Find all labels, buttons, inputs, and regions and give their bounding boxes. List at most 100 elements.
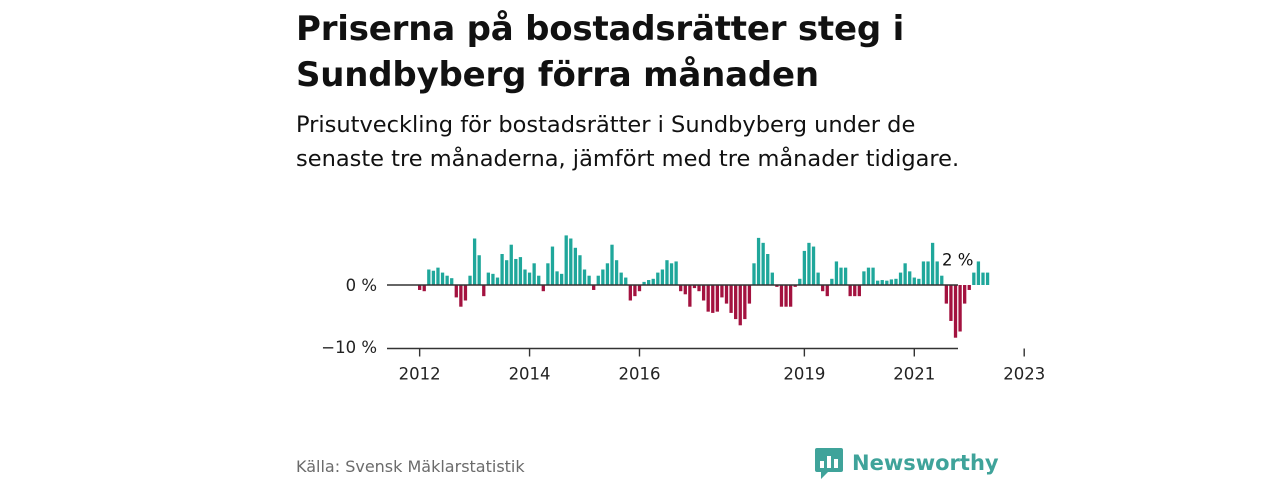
bar <box>788 285 793 307</box>
x-axis-ticks: 2012 2014 2016 2019 2021 2023 <box>399 348 1045 384</box>
bar <box>963 285 967 304</box>
bar <box>876 280 880 285</box>
y-tick-label: 0 % <box>346 276 377 295</box>
bar <box>935 261 939 285</box>
bar <box>601 269 605 285</box>
bar <box>953 285 958 338</box>
x-tick-label: 2023 <box>1003 365 1045 384</box>
bar <box>729 285 733 313</box>
bar <box>825 285 829 297</box>
bar <box>564 235 568 285</box>
bar <box>660 269 665 285</box>
bar <box>495 277 500 285</box>
bar <box>756 237 761 285</box>
bar <box>972 272 976 285</box>
bar <box>505 260 509 285</box>
bar <box>619 272 623 285</box>
bar <box>738 285 742 326</box>
bar <box>679 285 683 292</box>
bar <box>633 285 637 297</box>
x-tick-label: 2012 <box>399 365 441 384</box>
bar <box>656 272 660 285</box>
y-tick-label: −10 % <box>321 338 377 357</box>
bar <box>697 285 701 292</box>
bar <box>477 255 481 285</box>
y-axis-ticks: 0 % −10 % <box>321 276 377 357</box>
bar <box>559 273 564 285</box>
bar <box>546 263 550 285</box>
bar <box>637 285 642 292</box>
bar <box>459 285 463 307</box>
bar <box>715 285 719 312</box>
bar <box>985 272 990 285</box>
bar <box>821 285 825 292</box>
bar <box>949 285 953 321</box>
bar <box>766 254 770 285</box>
bar <box>537 275 541 285</box>
bar <box>752 263 756 285</box>
axes <box>387 284 958 350</box>
bar <box>431 270 436 285</box>
latest-value-label: 2 % <box>942 251 973 270</box>
bar <box>926 261 930 285</box>
bar <box>802 250 807 285</box>
bars <box>418 235 990 338</box>
bar <box>692 285 697 289</box>
bar <box>843 267 848 285</box>
bar <box>908 271 912 285</box>
bar <box>518 257 523 285</box>
bar <box>770 272 774 285</box>
bar <box>798 278 802 285</box>
bar <box>807 242 811 285</box>
bar <box>541 285 545 292</box>
bar <box>688 285 692 307</box>
bar <box>761 242 765 285</box>
bar <box>839 267 843 285</box>
bar <box>610 244 614 285</box>
bar <box>976 261 981 285</box>
bar <box>967 285 971 290</box>
bar <box>834 261 839 285</box>
bar <box>930 242 935 285</box>
bar <box>866 267 871 285</box>
bar <box>793 285 797 287</box>
bar <box>857 285 861 297</box>
bar <box>450 278 454 285</box>
x-tick-label: 2019 <box>783 365 825 384</box>
bar <box>701 285 706 301</box>
bar <box>523 269 527 285</box>
x-tick-label: 2014 <box>509 365 551 384</box>
bar <box>779 285 784 307</box>
bar <box>665 260 669 285</box>
bar <box>555 271 559 285</box>
bar <box>482 285 486 297</box>
bar <box>418 285 422 290</box>
bar <box>734 285 738 320</box>
bar <box>917 278 921 285</box>
bar <box>848 285 852 297</box>
bar <box>491 273 495 285</box>
bar <box>582 269 587 285</box>
newsworthy-logo-icon <box>815 448 843 479</box>
bar <box>440 272 445 285</box>
bar <box>898 272 903 285</box>
bar <box>894 278 898 285</box>
bar <box>853 285 857 297</box>
bar <box>596 275 600 285</box>
page-subtitle: Prisutveckling för bostadsrätter i Sundb… <box>296 112 960 172</box>
bar <box>592 285 596 290</box>
bar <box>981 272 985 285</box>
bar <box>436 267 440 285</box>
page-title: Priserna på bostadsrätter steg i Sundbyb… <box>296 9 905 95</box>
bar <box>605 263 610 285</box>
bar <box>816 272 820 285</box>
header: Priserna på bostadsrätter steg i Sundbyb… <box>296 6 986 176</box>
bar <box>569 238 573 285</box>
bar <box>500 254 504 285</box>
bar <box>889 279 894 285</box>
bar <box>587 275 591 285</box>
bar <box>427 269 431 285</box>
bar <box>624 277 628 285</box>
x-tick-label: 2016 <box>618 365 660 384</box>
bar <box>784 285 788 307</box>
